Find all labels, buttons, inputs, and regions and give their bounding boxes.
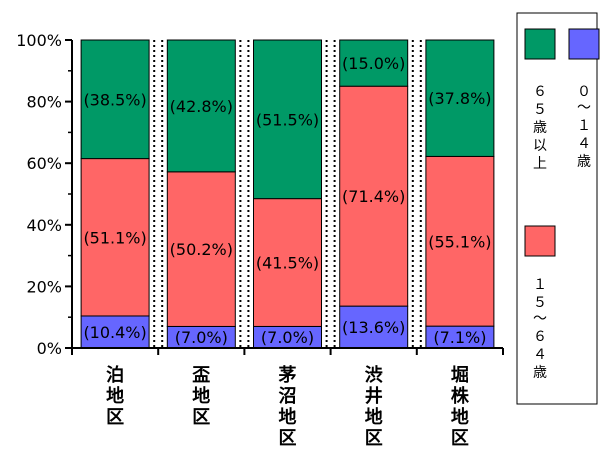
category-label: 茅沼地区	[279, 364, 297, 449]
category-label: 渋井地区	[365, 364, 383, 449]
legend-swatch	[524, 28, 556, 60]
data-label: (71.4%)	[342, 187, 405, 206]
bar-segment	[425, 39, 495, 157]
bar-segment	[253, 198, 322, 327]
y-tick-label: 0%	[37, 339, 62, 358]
bar-segment	[339, 39, 409, 87]
bar-segment	[339, 85, 409, 307]
y-tick-label: 20%	[26, 277, 62, 296]
y-tick-label: 60%	[26, 154, 62, 173]
legend-label: ０～１４歳	[577, 84, 591, 170]
data-label: (15.0%)	[342, 54, 405, 73]
category-label: 泊地区	[106, 365, 124, 428]
data-label: (41.5%)	[256, 254, 319, 273]
legend-label: １５～６４歳	[533, 277, 547, 381]
bar-segment	[166, 171, 236, 327]
data-label: (37.8%)	[428, 89, 491, 108]
bar-segment	[339, 305, 409, 349]
bar-segment	[253, 39, 322, 200]
bar-segment	[80, 158, 150, 317]
legend-swatch	[524, 225, 556, 257]
legend-swatch	[568, 28, 600, 60]
legend-box	[516, 12, 598, 405]
legend-label: ６５歳以上	[533, 84, 547, 172]
data-label: (51.5%)	[256, 110, 319, 129]
data-label: (55.1%)	[428, 232, 491, 251]
bar-segment	[80, 315, 150, 349]
data-label: (50.2%)	[170, 240, 233, 259]
data-label: (7.1%)	[433, 328, 486, 347]
category-label: 盃地区	[192, 365, 210, 428]
y-tick-label: 100%	[16, 31, 62, 50]
category-label: 堀株地区	[451, 365, 470, 449]
data-label: (7.0%)	[175, 328, 228, 347]
data-label: (38.5%)	[83, 90, 146, 109]
data-label: (51.1%)	[83, 228, 146, 247]
bar-segment	[80, 39, 150, 160]
y-tick-label: 80%	[26, 93, 62, 112]
data-label: (7.0%)	[261, 328, 314, 347]
data-label: (13.6%)	[342, 318, 405, 337]
bar-segment	[166, 39, 236, 173]
data-label: (42.8%)	[170, 97, 233, 116]
data-label: (10.4%)	[83, 323, 146, 342]
y-tick-label: 40%	[26, 216, 62, 235]
